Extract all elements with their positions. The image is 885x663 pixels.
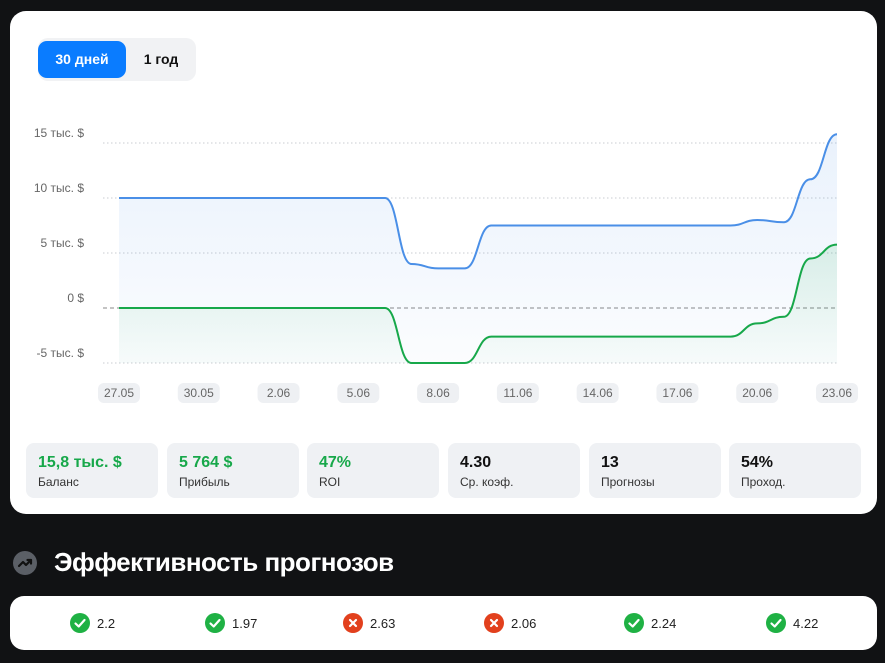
y-tick-label: 10 тыс. $ [34,181,84,195]
check [74,618,86,628]
x-tick-label: 20.06 [742,386,772,400]
icon-bg [70,613,90,633]
y-tick-label: 0 $ [67,291,84,305]
x-tick-pill [257,383,300,403]
odds: 1.97 [232,615,258,631]
section-title: Эффективность прогнозов [54,547,394,577]
icon-bg [205,613,225,633]
x-tick-pill [177,383,220,403]
stat-card: 47% ROI [307,443,439,498]
stat-label: Прогнозы [601,475,655,489]
stat-label: ROI [319,475,341,489]
line [118,243,838,365]
loss-icon [343,613,363,633]
stat-card: 5 764 $ Прибыль [167,443,299,498]
cross [348,618,358,628]
stat-label: Проход. [741,475,786,489]
period-tab[interactable]: 1 год [143,51,179,67]
odds: 2.63 [370,615,396,631]
chart: 15 тыс. $ 10 тыс. $ 5 тыс. $ 0 $ -5 тыс. $ 27… [34,126,858,403]
y-tick-label: 5 тыс. $ [41,236,85,250]
x-tick-pill [656,383,699,403]
x-tick-label: 30.05 [184,386,214,400]
prediction: 2.63 [343,613,395,633]
x-tick-pill [417,383,460,403]
loss-icon [484,613,504,633]
y-tick-label: 15 тыс. $ [34,126,84,140]
prediction: 2.24 [624,613,676,633]
stat-value: 5 764 $ [179,454,233,471]
x-tick-label: 2.06 [267,386,291,400]
prediction: 2.06 [484,613,536,633]
stat-label: Прибыль [179,475,230,489]
stat-card: 54% Проход. [729,443,861,498]
stat-value: 54% [741,454,774,471]
win-icon [766,613,786,633]
odds: 2.24 [651,615,677,631]
section-icon [13,551,37,575]
odds: 2.06 [511,615,537,631]
prediction: 1.97 [205,613,257,633]
stat-value: 13 [601,454,619,471]
period-tabs: 30 дней 1 год [38,38,196,81]
icon-bg [766,613,786,633]
cross [489,618,499,628]
x-tick-label: 17.06 [662,386,692,400]
x-tick-pill [337,383,380,403]
stat-value: 47% [319,454,352,471]
check [209,618,221,628]
win-icon [624,613,644,633]
x-tick-label: 14.06 [583,386,613,400]
x-tick-pill [736,383,779,403]
stat-value: 15,8 тыс. $ [38,454,122,471]
stat-value: 4.30 [460,454,492,471]
x-tick-label: 8.06 [426,386,450,400]
stat-card: 4.30 Ср. коэф. [448,443,580,498]
odds: 2.2 [97,615,116,631]
x-tick-label: 11.06 [503,386,532,400]
prediction: 4.22 [766,613,818,633]
prediction: 2.2 [70,613,115,633]
check [628,618,640,628]
stat-card: 15,8 тыс. $ Баланс [26,443,158,498]
stat-card: 13 Прогнозы [589,443,721,498]
x-tick-label: 27.05 [104,386,134,400]
x-tick-pill [816,383,858,403]
win-icon [70,613,90,633]
win-icon [205,613,225,633]
x-tick-pill [98,383,140,403]
icon-bg [624,613,644,633]
y-tick-label: -5 тыс. $ [37,346,85,360]
line [118,133,838,270]
check [770,618,782,628]
stat-label: Ср. коэф. [460,475,514,489]
period-tab[interactable]: 30 дней [38,41,126,78]
x-tick-label: 5.06 [347,386,371,400]
stat-label: Баланс [38,475,79,489]
predictions-card: 2.2 1.97 2.63 2.06 2.24 4.22 [10,596,877,650]
area [119,244,837,363]
x-tick-pill [496,383,539,403]
x-tick-pill [576,383,619,403]
odds: 4.22 [793,615,819,631]
x-tick-label: 23.06 [822,386,852,400]
